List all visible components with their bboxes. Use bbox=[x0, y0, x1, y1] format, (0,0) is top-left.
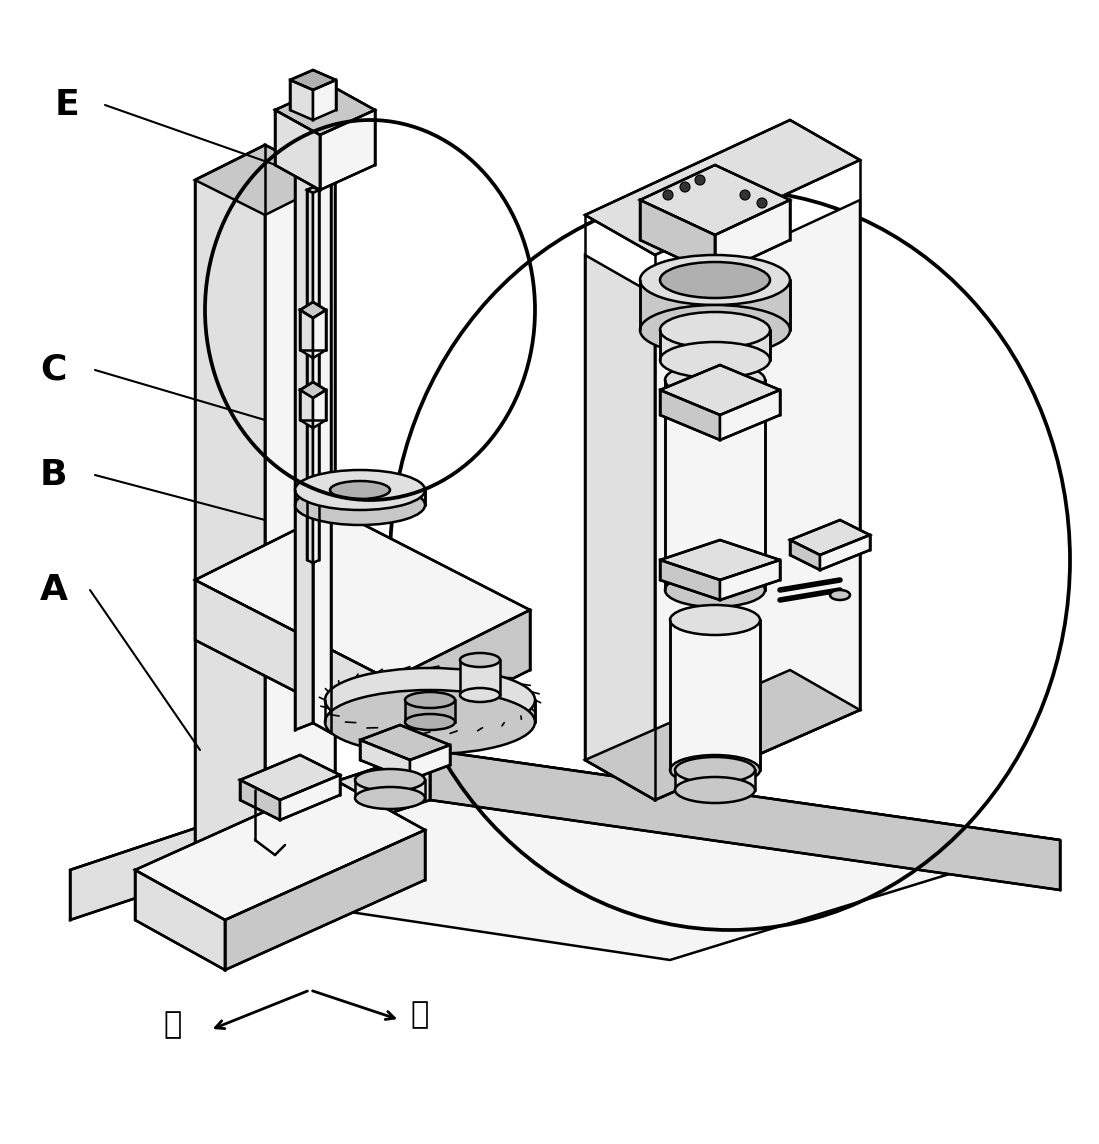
Polygon shape bbox=[195, 510, 530, 680]
Ellipse shape bbox=[830, 590, 850, 599]
Polygon shape bbox=[70, 750, 1061, 960]
Polygon shape bbox=[715, 200, 790, 275]
Polygon shape bbox=[790, 521, 870, 555]
Polygon shape bbox=[670, 620, 761, 770]
Polygon shape bbox=[313, 80, 336, 120]
Polygon shape bbox=[225, 831, 425, 970]
Polygon shape bbox=[313, 390, 326, 428]
Polygon shape bbox=[195, 820, 335, 900]
Polygon shape bbox=[290, 70, 336, 90]
Ellipse shape bbox=[406, 714, 455, 730]
Ellipse shape bbox=[355, 787, 425, 809]
Ellipse shape bbox=[665, 573, 765, 607]
Polygon shape bbox=[640, 200, 715, 275]
Circle shape bbox=[740, 190, 750, 200]
Text: C: C bbox=[40, 353, 66, 387]
Ellipse shape bbox=[325, 690, 535, 754]
Polygon shape bbox=[320, 110, 375, 190]
Polygon shape bbox=[410, 745, 449, 780]
Ellipse shape bbox=[660, 342, 770, 378]
Polygon shape bbox=[660, 561, 720, 599]
Polygon shape bbox=[360, 725, 449, 760]
Polygon shape bbox=[300, 310, 313, 358]
Polygon shape bbox=[195, 580, 390, 740]
Polygon shape bbox=[300, 390, 313, 428]
Polygon shape bbox=[585, 120, 861, 255]
Polygon shape bbox=[660, 540, 780, 580]
Ellipse shape bbox=[325, 668, 535, 732]
Polygon shape bbox=[275, 85, 375, 135]
Polygon shape bbox=[355, 780, 425, 799]
Polygon shape bbox=[195, 145, 265, 860]
Polygon shape bbox=[360, 740, 410, 780]
Polygon shape bbox=[720, 390, 780, 440]
Ellipse shape bbox=[675, 757, 755, 782]
Text: E: E bbox=[55, 88, 80, 122]
Text: B: B bbox=[40, 458, 67, 492]
Polygon shape bbox=[820, 535, 870, 570]
Ellipse shape bbox=[295, 485, 425, 525]
Circle shape bbox=[757, 198, 767, 208]
Polygon shape bbox=[240, 780, 280, 820]
Polygon shape bbox=[406, 700, 455, 722]
Text: 前: 前 bbox=[164, 1010, 182, 1040]
Polygon shape bbox=[295, 162, 331, 180]
Polygon shape bbox=[665, 380, 765, 590]
Polygon shape bbox=[640, 165, 790, 235]
Ellipse shape bbox=[640, 255, 790, 305]
Polygon shape bbox=[135, 780, 425, 920]
Ellipse shape bbox=[406, 692, 455, 708]
Polygon shape bbox=[660, 390, 720, 440]
Polygon shape bbox=[585, 670, 861, 800]
Polygon shape bbox=[240, 755, 340, 800]
Polygon shape bbox=[70, 750, 430, 920]
Polygon shape bbox=[307, 190, 313, 563]
Ellipse shape bbox=[330, 480, 390, 499]
Circle shape bbox=[663, 190, 673, 200]
Ellipse shape bbox=[670, 605, 761, 635]
Polygon shape bbox=[460, 660, 500, 696]
Ellipse shape bbox=[675, 777, 755, 803]
Polygon shape bbox=[195, 145, 335, 215]
Text: A: A bbox=[40, 573, 68, 607]
Polygon shape bbox=[300, 302, 326, 318]
Ellipse shape bbox=[460, 688, 500, 702]
Polygon shape bbox=[325, 700, 535, 722]
Circle shape bbox=[695, 175, 704, 185]
Polygon shape bbox=[655, 200, 861, 800]
Ellipse shape bbox=[670, 755, 761, 785]
Polygon shape bbox=[640, 280, 790, 329]
Polygon shape bbox=[280, 774, 340, 820]
Polygon shape bbox=[660, 365, 780, 415]
Polygon shape bbox=[313, 310, 326, 358]
Ellipse shape bbox=[665, 363, 765, 397]
Polygon shape bbox=[660, 329, 770, 360]
Ellipse shape bbox=[355, 769, 425, 791]
Polygon shape bbox=[265, 145, 335, 820]
Polygon shape bbox=[313, 162, 331, 733]
Polygon shape bbox=[430, 750, 1061, 890]
Polygon shape bbox=[675, 770, 755, 791]
Polygon shape bbox=[300, 382, 326, 398]
Ellipse shape bbox=[660, 312, 770, 348]
Ellipse shape bbox=[295, 470, 425, 510]
Polygon shape bbox=[790, 540, 820, 570]
Ellipse shape bbox=[660, 262, 770, 297]
Polygon shape bbox=[307, 186, 319, 193]
Ellipse shape bbox=[460, 653, 500, 667]
Polygon shape bbox=[720, 561, 780, 599]
Polygon shape bbox=[275, 110, 320, 190]
Ellipse shape bbox=[640, 305, 790, 355]
Circle shape bbox=[680, 182, 690, 192]
Polygon shape bbox=[313, 190, 319, 563]
Polygon shape bbox=[585, 255, 655, 800]
Polygon shape bbox=[135, 869, 225, 970]
Polygon shape bbox=[290, 80, 313, 120]
Text: 左: 左 bbox=[410, 1001, 429, 1030]
Polygon shape bbox=[295, 162, 313, 730]
Polygon shape bbox=[390, 610, 530, 740]
Polygon shape bbox=[295, 490, 425, 505]
